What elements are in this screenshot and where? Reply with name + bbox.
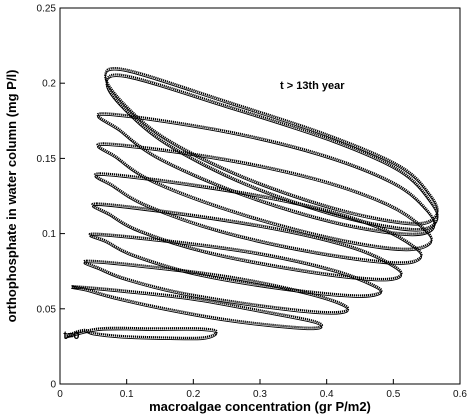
x-tick-label: 0.2: [186, 389, 200, 400]
y-tick-label: 0.15: [37, 154, 57, 165]
x-tick-label: 0.5: [386, 389, 400, 400]
x-tick-label: 0.4: [320, 389, 334, 400]
y-tick-label: 0.05: [37, 304, 57, 315]
y-tick-label: 0.1: [42, 229, 56, 240]
series-cycle-line: [96, 112, 436, 235]
series-cycle-line: [96, 142, 433, 250]
x-axis-title: macroalgae concentration (gr P/m2): [149, 399, 371, 414]
y-axis-title: orthophosphate in water column (mg P/l): [4, 70, 19, 323]
series-cycle-line-echo: [65, 329, 218, 341]
x-tick-label: 0.6: [453, 389, 467, 400]
chart-annotation: t=0: [63, 330, 79, 342]
series-cycle-line-echo: [96, 144, 433, 252]
series-cycle-line-echo: [91, 205, 402, 282]
series-cycle-line: [70, 285, 324, 329]
series-cycle-line-echo: [104, 69, 439, 226]
series-cycle-line-echo: [97, 114, 436, 237]
series-cycle-line: [88, 232, 383, 297]
series-layer: [65, 66, 439, 341]
y-tick-label: 0.25: [37, 4, 57, 15]
series-cycle-line-echo: [71, 287, 323, 331]
x-tick-label: 0: [57, 389, 63, 400]
y-tick-label: 0.2: [42, 79, 56, 90]
chart-annotation: t > 13th year: [280, 80, 345, 92]
series-cycle-line-echo: [89, 235, 382, 298]
x-tick-label: 0.1: [120, 389, 134, 400]
series-cycle-line: [93, 172, 423, 264]
series-cycle-line: [104, 66, 439, 225]
series-cycle-line-echo: [94, 174, 422, 265]
series-cycle-line: [91, 202, 403, 281]
y-tick-label: 0: [50, 380, 56, 391]
series-cycle-line-echo: [106, 76, 439, 232]
x-tick-label: 0.3: [253, 389, 267, 400]
ticks-layer: 0 0.1 0.2 0.3 0.4 0.5 0.6 0 0.05 0.1 0.15 0.2 0.25: [37, 4, 468, 401]
annotation-layer: t=0 t > 13th year: [63, 80, 345, 342]
